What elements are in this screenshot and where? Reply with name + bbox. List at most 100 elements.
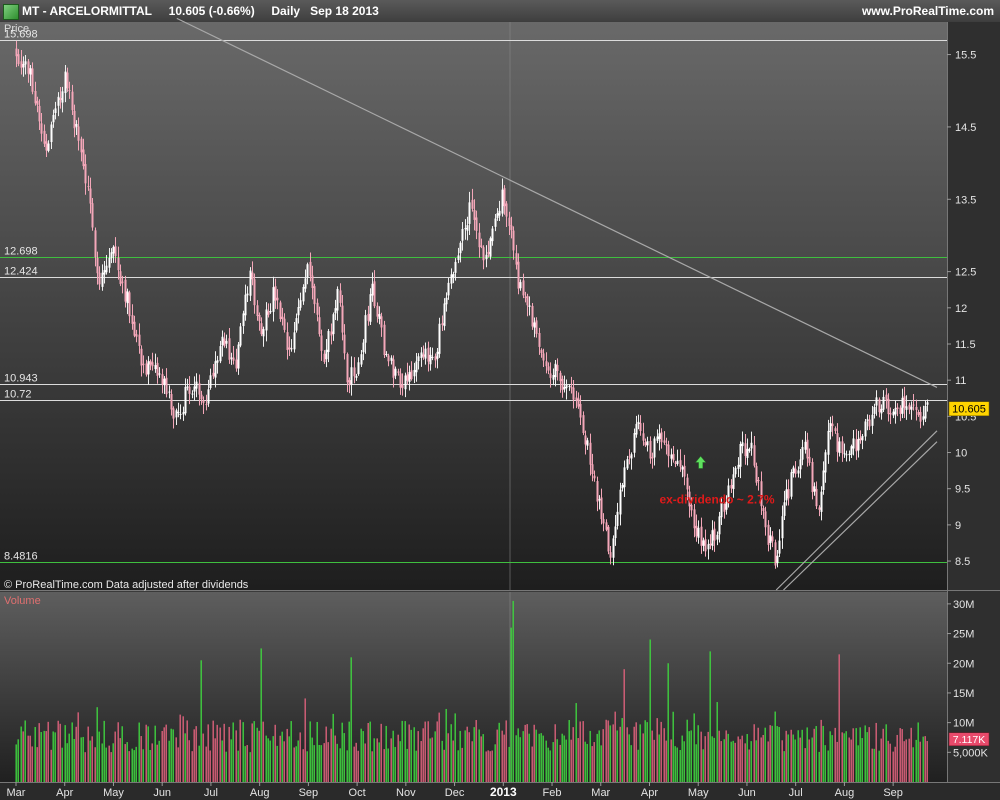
candle-body [649,440,652,459]
candle-body [177,412,180,414]
brand-link[interactable]: www.ProRealTime.com [861,4,994,18]
volume-bar [711,736,713,782]
x-tick-label: May [688,787,709,799]
volume-bar [128,751,130,782]
candle-body [353,367,356,377]
candle-body [552,375,555,380]
volume-bar [408,724,410,782]
candle-body [855,439,858,452]
volume-bar [591,746,593,782]
candle-body [843,453,846,455]
candle-body [767,524,770,545]
candle-body [734,467,737,475]
volume-bar [690,730,692,782]
volume-bar [94,747,96,782]
candle-body [873,406,876,414]
candle-body [875,397,878,406]
volume-bar [593,742,595,782]
current-volume-tag: 7.117K [948,732,990,746]
volume-bar [820,719,822,782]
volume-tick-label: 5,000K [953,747,989,759]
volume-bar [281,731,283,782]
volume-bar [783,751,785,782]
candle-body [336,288,339,311]
candle-body [501,189,504,214]
volume-bar [369,721,371,782]
up-arrow-icon [695,455,707,469]
volume-bar [304,698,306,782]
candle-body [637,421,640,425]
candle-body [124,279,127,302]
candle-body [538,333,541,347]
volume-bar [459,730,461,782]
volume-bar [390,738,392,782]
volume-bar [461,747,463,782]
candle-body [582,415,585,433]
volume-bar [376,738,378,782]
volume-bar [75,726,77,782]
candle-body [452,273,455,278]
candle-body [829,422,832,432]
volume-bar [195,726,197,782]
volume-bar [36,747,38,782]
volume-bar [343,733,345,782]
candle-body [262,329,265,337]
candle-body [468,202,471,224]
volume-bar [202,733,204,782]
candle-body [633,433,636,453]
level-labels: 15.698 12.698 12.424 10.943 10.72 8.4816 [4,29,38,563]
candle-body [547,366,550,371]
candle-body [718,516,721,535]
volume-bar [679,750,681,782]
volume-bar [774,711,776,782]
volume-bar [612,724,614,782]
level-label: 8.4816 [4,551,38,563]
candle-body [903,396,906,408]
candle-body [299,300,302,308]
volume-bar [443,749,445,782]
volume-bar [505,720,507,782]
volume-bar [556,739,558,782]
candle-body [565,384,568,389]
volume-bar [760,737,762,782]
candle-body [727,485,730,502]
candle-body [924,405,927,419]
candle-body [242,313,245,327]
volume-bar [228,726,230,782]
candle-body [61,91,64,103]
candle-body [866,419,869,421]
candle-body [656,436,659,441]
volume-bar [693,713,695,782]
volume-bar [903,741,905,782]
candle-body [577,398,580,407]
candle-body [230,357,233,359]
volume-bar [59,723,61,782]
candle-body [251,272,254,280]
volume-bar [873,748,875,782]
volume-bar [431,737,433,782]
candle-body [427,347,430,362]
volume-bar [447,733,449,782]
candle-body [163,378,166,386]
volume-bar [926,741,928,782]
volume-bar [633,726,635,782]
volume-bar [147,726,149,782]
candle-body [859,437,862,441]
candle-body [801,447,804,460]
price-tick-label: 10 [955,448,967,460]
volume-bar [429,738,431,782]
volume-bar [406,748,408,782]
volume-bar [325,726,327,782]
candle-body [387,355,390,362]
volume-bar [695,744,697,782]
volume-bar [619,726,621,782]
volume-bar [899,728,901,782]
volume-bar [769,725,771,782]
candle-body [563,386,566,390]
candle-body [133,321,136,336]
volume-bar [623,669,625,782]
volume-bar [373,738,375,782]
candle-body [34,90,37,104]
candle-body [117,257,120,271]
